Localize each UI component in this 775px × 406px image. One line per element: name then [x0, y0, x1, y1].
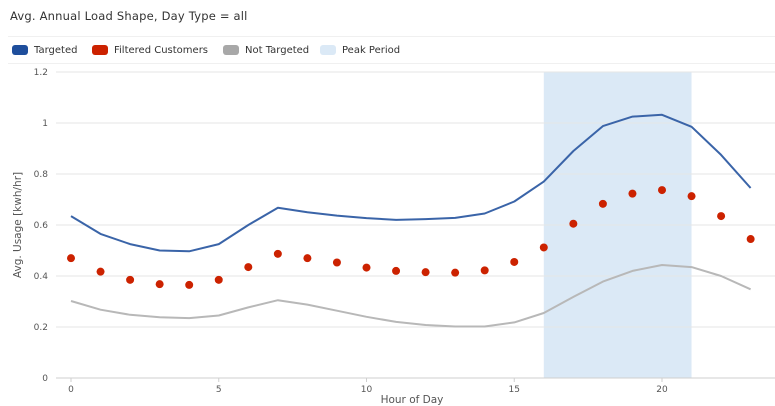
legend-item-peak-period[interactable]: Peak Period	[320, 43, 400, 57]
data-point-filtered-customers[interactable]	[510, 257, 519, 266]
data-point-filtered-customers[interactable]	[214, 275, 223, 284]
y-tick-label: 1.2	[34, 68, 48, 78]
data-point-filtered-customers[interactable]	[67, 254, 75, 263]
legend-swatch-targeted	[12, 45, 28, 55]
data-point-filtered-customers[interactable]	[480, 266, 489, 275]
legend-label-filtered-customers: Filtered Customers	[114, 44, 209, 56]
data-point-filtered-customers[interactable]	[244, 263, 253, 272]
legend: Targeted Filtered Customers Not Targeted…	[8, 36, 775, 64]
y-tick-label: 0.6	[34, 221, 49, 231]
data-point-filtered-customers[interactable]	[598, 199, 607, 208]
x-tick-label: 5	[216, 385, 222, 395]
x-axis-label: Hour of Day	[381, 394, 444, 406]
y-tick-label: 0.8	[34, 170, 49, 180]
series-line-not-targeted[interactable]	[70, 264, 752, 328]
x-tick-label: 15	[509, 385, 520, 395]
data-point-filtered-customers[interactable]	[569, 219, 578, 228]
legend-item-filtered-customers[interactable]: Filtered Customers	[92, 43, 208, 57]
data-point-filtered-customers[interactable]	[539, 243, 548, 252]
data-point-filtered-customers[interactable]	[126, 275, 135, 284]
data-point-filtered-customers[interactable]	[451, 268, 460, 277]
data-point-filtered-customers[interactable]	[421, 268, 430, 277]
x-tick-label: 20	[656, 385, 668, 395]
legend-swatch-filtered-customers	[92, 45, 108, 55]
y-tick-label: 1	[42, 119, 48, 129]
legend-label-not-targeted: Not Targeted	[245, 44, 310, 56]
chart-title: Avg. Annual Load Shape, Day Type = all	[10, 9, 248, 23]
data-point-filtered-customers[interactable]	[303, 254, 312, 263]
legend-swatch-peak-period	[320, 45, 336, 55]
series-line-targeted[interactable]	[70, 113, 752, 253]
data-point-filtered-customers[interactable]	[658, 186, 666, 195]
legend-label-targeted: Targeted	[34, 44, 78, 56]
y-tick-label: 0.2	[34, 323, 48, 333]
data-point-filtered-customers[interactable]	[628, 189, 637, 198]
data-point-filtered-customers[interactable]	[332, 258, 341, 267]
x-tick-label: 10	[361, 385, 373, 395]
legend-item-targeted[interactable]: Targeted	[12, 43, 77, 57]
data-point-filtered-customers[interactable]	[687, 192, 696, 201]
data-point-filtered-customers[interactable]	[96, 267, 105, 276]
data-point-filtered-customers[interactable]	[392, 266, 401, 275]
data-point-filtered-customers[interactable]	[273, 249, 282, 258]
x-tick-label: 0	[68, 385, 74, 395]
data-point-filtered-customers[interactable]	[155, 280, 164, 289]
data-point-filtered-customers[interactable]	[362, 263, 371, 272]
data-point-filtered-customers[interactable]	[746, 235, 755, 244]
legend-swatch-not-targeted	[223, 45, 239, 55]
data-point-filtered-customers[interactable]	[717, 212, 726, 221]
legend-item-not-targeted[interactable]: Not Targeted	[223, 43, 309, 57]
y-tick-label: 0	[42, 374, 48, 384]
y-tick-label: 0.4	[34, 272, 49, 282]
data-point-filtered-customers[interactable]	[185, 280, 194, 289]
y-axis-label: Avg. Usage [kwh/hr]	[12, 172, 24, 278]
legend-label-peak-period: Peak Period	[342, 44, 401, 56]
